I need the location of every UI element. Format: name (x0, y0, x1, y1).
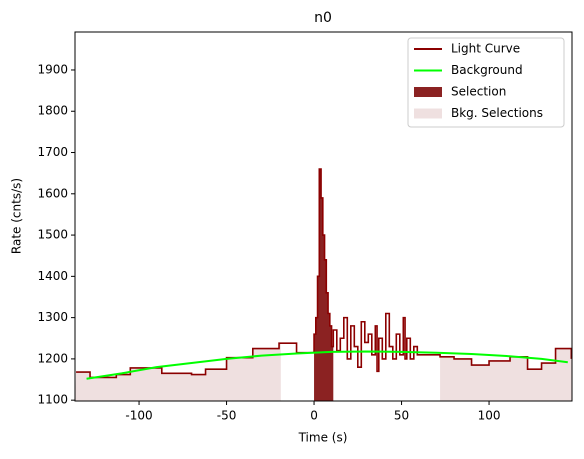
legend-box (407, 37, 565, 128)
y-tick-label: 1700 (37, 145, 68, 159)
region-fill (440, 348, 572, 401)
x-tick-label: 50 (394, 409, 409, 423)
x-tick-label: 0 (310, 409, 318, 423)
chart-title: n0 (314, 10, 332, 26)
legend-label: Bkg. Selections (451, 106, 543, 120)
region-fill (314, 169, 334, 401)
legend: Light Curve Background Selection Bkg. Selec… (407, 37, 565, 128)
x-tick-label: -50 (217, 409, 237, 423)
legend-label: Background (451, 63, 523, 77)
x-tick-label: 100 (478, 409, 501, 423)
y-axis-label: Rate (cnts/s) (10, 178, 24, 254)
axes-frame (74, 31, 573, 402)
region-fill (75, 343, 281, 401)
y-tick-label: 1200 (37, 351, 68, 365)
legend-symbol (414, 87, 442, 97)
legend-symbol (414, 108, 442, 119)
y-tick-label: 1900 (37, 62, 68, 76)
background-line (86, 350, 568, 380)
y-tick-label: 1400 (37, 269, 68, 283)
x-tick-label: -100 (125, 409, 152, 423)
x-axis-label: Time (s) (298, 431, 348, 445)
y-tick-label: 1500 (37, 228, 68, 242)
legend-label: Selection (451, 85, 506, 99)
y-tick-label: 1100 (37, 393, 68, 407)
legend-label: Light Curve (451, 42, 520, 56)
plot-area (75, 168, 572, 401)
y-tick-label: 1800 (37, 104, 68, 118)
y-tick-label: 1300 (37, 310, 68, 324)
y-tick-label: 1600 (37, 186, 68, 200)
light-curve (76, 168, 572, 379)
